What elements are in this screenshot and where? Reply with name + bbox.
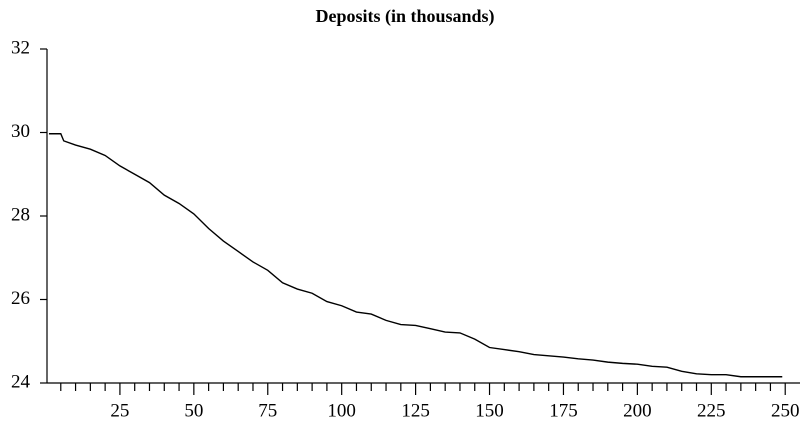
y-tick-label: 30 <box>11 121 30 142</box>
y-tick-label: 28 <box>11 204 30 225</box>
y-tick-label: 24 <box>11 371 31 392</box>
data-line <box>48 133 783 378</box>
x-tick-label: 75 <box>258 400 277 421</box>
y-tick-label: 32 <box>11 37 30 58</box>
x-tick-label: 25 <box>110 400 129 421</box>
x-tick-label: 250 <box>771 400 800 421</box>
chart-title: Deposits (in thousands) <box>315 6 494 27</box>
x-tick-label: 200 <box>623 400 652 421</box>
x-tick-label: 175 <box>549 400 578 421</box>
x-tick-label: 100 <box>327 400 356 421</box>
x-tick-label: 225 <box>697 400 726 421</box>
x-tick-label: 50 <box>184 400 203 421</box>
x-tick-label: 150 <box>475 400 504 421</box>
y-tick-label: 26 <box>11 288 30 309</box>
x-tick-label: 125 <box>401 400 430 421</box>
